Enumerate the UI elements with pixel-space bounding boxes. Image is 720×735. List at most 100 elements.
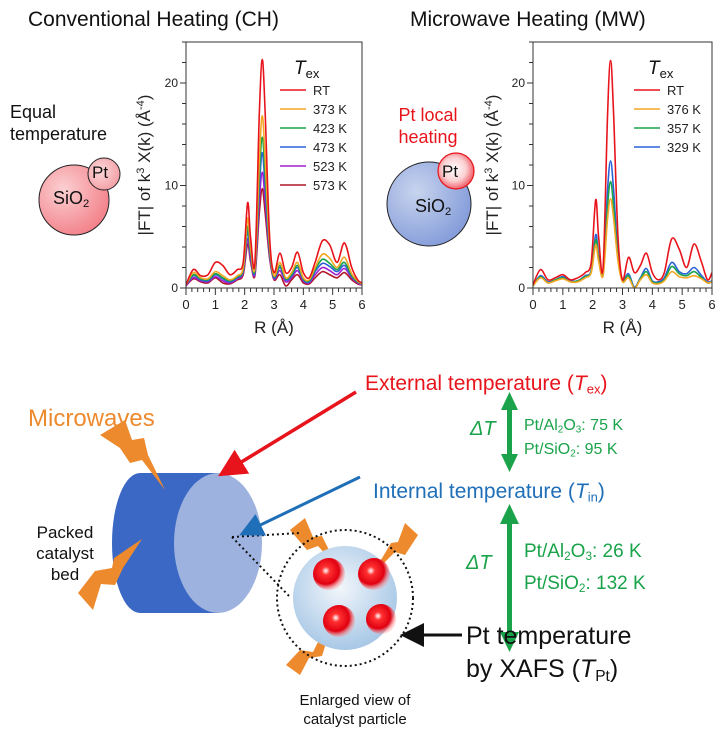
- y-tick-label: 0: [518, 281, 525, 295]
- x-axis-label: R (Å): [254, 318, 294, 336]
- pt-nanoparticle: [323, 605, 355, 637]
- delta-arrows: [500, 392, 519, 652]
- legend-title-sub: ex: [306, 66, 320, 81]
- x-tick-label: 5: [679, 297, 686, 312]
- t: Pt/SiO: [524, 572, 579, 594]
- ch-caption: Equal temperature: [10, 101, 107, 145]
- ch-sio2-text: SiO: [53, 188, 84, 208]
- t: 2: [570, 448, 576, 460]
- mw-caption-line1: Pt local: [398, 105, 458, 125]
- pt-temp-line2: by XAFS (TPt): [466, 653, 631, 693]
- series-line-376-K: [533, 197, 712, 288]
- external-arrow: [218, 390, 357, 477]
- t: 3: [585, 549, 592, 563]
- t: O: [563, 417, 576, 434]
- zoom-lines: [231, 529, 414, 667]
- internal-temp-close: ): [597, 480, 605, 503]
- delta-2-sio2: Pt/SiO2: 132 K: [524, 570, 646, 602]
- reactor-diagram: [78, 390, 519, 675]
- delta-arrow-2: [507, 518, 512, 638]
- t: ): [609, 655, 619, 683]
- x-tick-label: 5: [329, 297, 336, 312]
- legend-label: 376 K: [667, 102, 701, 117]
- external-temp-sub: ex: [586, 381, 601, 397]
- mw-particle-illustration: [386, 152, 475, 247]
- delta-t-2: ΔT: [466, 552, 492, 575]
- legend-label: 473 K: [313, 140, 347, 155]
- x-tick-label: 1: [559, 297, 566, 312]
- pt-temp-label: Pt temperature by XAFS (TPt): [466, 620, 631, 693]
- ch-particle-illustration: [38, 157, 121, 236]
- t: Pt/SiO: [524, 441, 571, 459]
- t: 2: [564, 549, 571, 563]
- enlarged-caption-line2: catalyst particle: [303, 711, 407, 728]
- t: : 132 K: [585, 572, 646, 594]
- mw-pt-label: Pt: [442, 162, 459, 181]
- legend-label: 423 K: [313, 121, 347, 136]
- series-line-329-K: [533, 160, 712, 288]
- microwaves-label: Microwaves: [28, 405, 155, 432]
- ch-pt-circle: [87, 157, 121, 191]
- y-tick-label: 10: [512, 179, 526, 193]
- x-tick-label: 1: [212, 297, 219, 312]
- mw-caption-line2: heating: [398, 127, 458, 147]
- y-axis-label-part: 3: [135, 168, 147, 174]
- enlarged-caption: Enlarged view of catalyst particle: [290, 691, 420, 729]
- legend-title-symbol: T: [648, 58, 661, 79]
- t: 2: [578, 581, 586, 595]
- enlarged-outline: [276, 529, 414, 667]
- external-temp-close: ): [600, 372, 608, 395]
- ch-caption-line2: temperature: [10, 124, 108, 144]
- y-axis-label-part: ): [135, 95, 154, 101]
- bed-label-line2: catalyst: [36, 544, 94, 563]
- series-group: [186, 58, 362, 287]
- packed-bed-cylinder: [112, 473, 262, 613]
- y-axis-label: |FT| of k3 X(k) (Å-4): [135, 95, 154, 236]
- legend-label: RT: [313, 83, 330, 98]
- y-tick-label: 20: [512, 76, 526, 90]
- y-axis-label-part: ): [483, 95, 502, 101]
- x-tick-label: 4: [300, 297, 307, 312]
- x-axis-label: R (Å): [603, 318, 643, 336]
- y-axis-label-part: X(k) (Å: [135, 109, 154, 167]
- delta-t-2-symbol: ΔT: [466, 552, 492, 574]
- delta-1-sio2: Pt/SiO2: 95 K: [524, 440, 623, 464]
- legend-label: 523 K: [313, 159, 347, 174]
- ch-caption-line1: Equal: [10, 102, 57, 122]
- t: : 75 K: [581, 417, 624, 434]
- legend-label: 573 K: [313, 178, 347, 193]
- series-line-RT: [533, 59, 712, 286]
- mw-pt-circle: [437, 152, 475, 190]
- lightning-icon: [100, 420, 165, 490]
- t: O: [570, 541, 586, 562]
- mw-title: Microwave Heating (MW): [410, 8, 646, 31]
- delta-t-1: ΔT: [470, 418, 496, 441]
- series-group: [533, 59, 712, 288]
- internal-temp-symbol: T: [574, 480, 588, 503]
- x-tick-label: 0: [529, 297, 536, 312]
- internal-temp-text: Internal temperature (: [373, 480, 575, 503]
- pt-nanoparticle: [366, 604, 396, 634]
- ch-title: Conventional Heating (CH): [28, 8, 279, 31]
- internal-temp-sub: in: [587, 489, 598, 505]
- lightning-icon: [290, 518, 338, 568]
- pt-temp-line1: Pt temperature: [466, 622, 632, 650]
- legend-label: 357 K: [667, 121, 701, 136]
- mw-sio2-text: SiO: [415, 196, 446, 216]
- t: by XAFS (: [466, 655, 580, 683]
- y-tick-label: 10: [165, 179, 179, 193]
- mw-sio2-label: SiO2: [415, 196, 451, 218]
- delta-t-2-values: Pt/Al2O3: 26 K Pt/SiO2: 132 K: [524, 538, 646, 602]
- legend-label: RT: [667, 83, 684, 98]
- bed-label-line3: bed: [50, 565, 80, 584]
- legend-title: Tex: [294, 58, 320, 81]
- legend-label: 373 K: [313, 102, 347, 117]
- delta-1-al2o3: Pt/Al2O3: 75 K: [524, 416, 623, 440]
- delta-t-1-values: Pt/Al2O3: 75 K Pt/SiO2: 95 K: [524, 416, 623, 465]
- cylinder-face: [174, 473, 262, 613]
- x-tick-label: 4: [649, 297, 656, 312]
- pt-nanoparticle: [313, 558, 345, 590]
- lightning-icon: [78, 539, 142, 610]
- internal-arrow: [239, 475, 361, 536]
- t: Pt/Al: [524, 417, 558, 434]
